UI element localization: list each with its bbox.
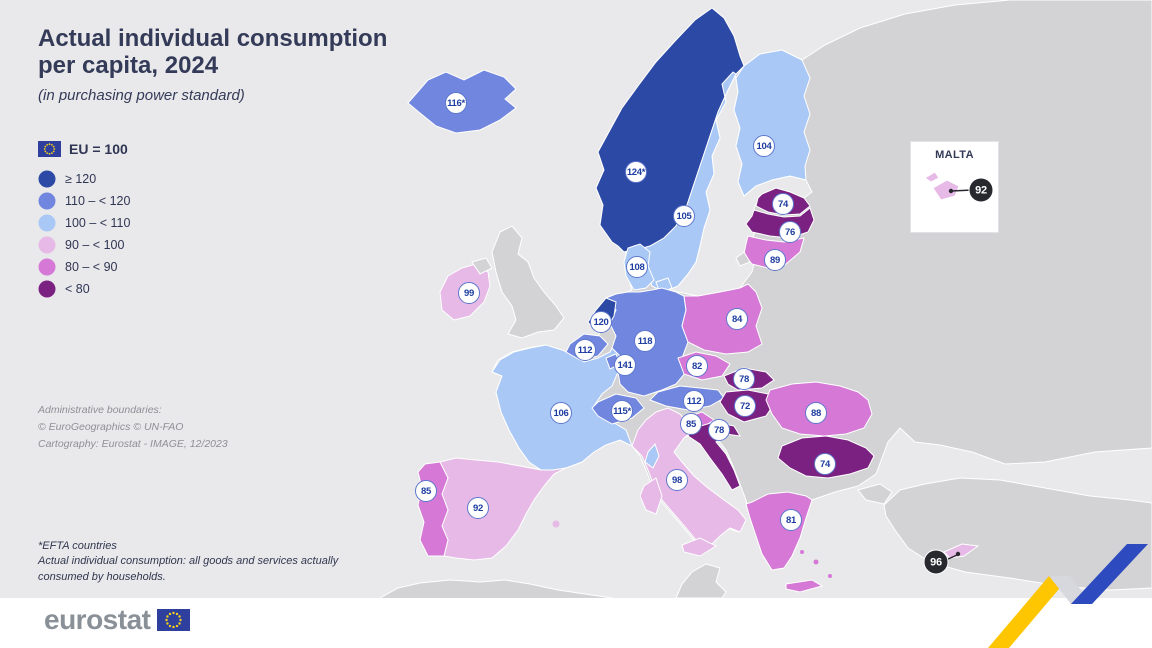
country-portugal [417, 461, 449, 557]
value-badge-finland: 104 [753, 135, 775, 157]
legend-item: 80 – < 90 [38, 256, 130, 278]
header: Actual individual consumption per capita… [38, 25, 398, 104]
malta-inset: MALTA 92 [911, 142, 998, 232]
legend-reference: EU = 100 [38, 141, 130, 157]
ribbon-blue-band [1071, 544, 1148, 604]
aegean-island [800, 550, 804, 554]
footnote-definition: Actual individual consumption: all goods… [38, 555, 339, 583]
value-badge-estonia: 74 [772, 193, 794, 215]
country-finland [733, 49, 811, 197]
inset-title: MALTA [935, 149, 974, 161]
ribbon-decoration [988, 544, 1148, 648]
value-badge-croatia: 78 [708, 419, 730, 441]
value-badge-sweden: 105 [673, 205, 695, 227]
value-badge-luxembourg: 141 [614, 354, 636, 376]
legend-item: 110 – < 120 [38, 190, 130, 212]
value-badge-portugal: 85 [415, 480, 437, 502]
value-badge-romania: 88 [805, 402, 827, 424]
island-balearics [552, 520, 560, 528]
island-sicily [681, 537, 718, 557]
footnotes: *EFTA countries Actual individual consum… [38, 539, 368, 585]
value-badge-lithuania: 89 [764, 249, 786, 271]
legend-swatch [38, 192, 56, 210]
value-badge-norway: 124* [625, 161, 647, 183]
legend-swatch [38, 214, 56, 232]
aegean-island [828, 574, 832, 578]
legend-swatch [38, 236, 56, 254]
map-legend: EU = 100 ≥ 120 110 – < 120 100 – < 110 9… [38, 141, 130, 300]
island-gozo [924, 171, 940, 183]
legend-swatch [38, 170, 56, 188]
island-corsica [644, 443, 660, 469]
source-notes: Administrative boundaries: © EuroGeograp… [38, 402, 228, 453]
legend-label: < 80 [65, 282, 90, 296]
region-kaliningrad [735, 251, 751, 267]
value-badge-slovenia: 85 [680, 413, 702, 435]
eu-flag-icon [38, 141, 61, 157]
legend-reference-label: EU = 100 [69, 141, 128, 157]
value-badge-bulgaria: 74 [814, 453, 836, 475]
island-cyprus [943, 543, 980, 559]
eurostat-logo: eurostat [44, 604, 191, 635]
value-badge-iceland: 116* [445, 92, 467, 114]
value-badge-slovakia: 78 [733, 368, 755, 390]
footer-band [0, 598, 1152, 648]
note-line: © EuroGeographics © UN-FAO [38, 421, 184, 433]
value-badge-latvia: 76 [779, 221, 801, 243]
ribbon-yellow-band [988, 576, 1070, 648]
note-line: Administrative boundaries: [38, 404, 162, 416]
cyprus-anchor-dot [955, 551, 961, 557]
value-badge-italy: 98 [666, 469, 688, 491]
page-subtitle: (in purchasing power standard) [38, 86, 245, 104]
legend-swatch [38, 280, 56, 298]
legend-label: 80 – < 90 [65, 260, 118, 274]
country-turkey [883, 477, 1152, 591]
legend-item: 100 – < 110 [38, 212, 130, 234]
value-badge-belgium: 112 [574, 339, 596, 361]
legend-label: 110 – < 120 [65, 194, 131, 208]
value-badge-hungary: 72 [734, 395, 756, 417]
eurostat-logo-text: eurostat [44, 604, 151, 635]
legend-item: < 80 [38, 278, 130, 300]
value-badge-spain: 92 [467, 497, 489, 519]
island-crete [785, 579, 824, 593]
value-badge-czechia: 82 [686, 355, 708, 377]
island-sardinia [639, 477, 663, 515]
eu-flag-icon [157, 609, 191, 631]
region-turkish-thrace [857, 483, 893, 505]
legend-item: 90 – < 100 [38, 234, 130, 256]
value-badge-switzerland: 115* [611, 400, 633, 422]
region-tunisia [675, 563, 727, 599]
island-malta [932, 179, 960, 201]
country-croatia [687, 421, 741, 491]
region-northern-ireland [471, 257, 493, 275]
value-badge-netherlands: 120 [590, 311, 612, 333]
legend-swatch [38, 258, 56, 276]
country-italy [631, 407, 747, 549]
value-badge-denmark: 108 [626, 256, 648, 278]
page-title: Actual individual consumption per capita… [38, 25, 388, 79]
value-badge-austria: 112 [683, 390, 705, 412]
value-badge-germany: 118 [634, 330, 656, 352]
value-badge-greece: 81 [780, 509, 802, 531]
value-badge-cyprus: 96 [923, 549, 949, 575]
legend-label: ≥ 120 [65, 172, 97, 186]
malta-anchor-dot [948, 188, 954, 194]
legend-label: 100 – < 110 [65, 216, 131, 230]
aegean-island [813, 559, 819, 565]
note-line: Cartography: Eurostat - IMAGE, 12/2023 [38, 438, 228, 450]
footnote-efta: *EFTA countries [38, 540, 117, 552]
legend-label: 90 – < 100 [65, 238, 125, 252]
value-badge-france: 106 [550, 402, 572, 424]
country-poland [681, 283, 763, 355]
country-united-kingdom [491, 225, 565, 339]
legend-item: ≥ 120 [38, 168, 130, 190]
value-badge-poland: 84 [726, 308, 748, 330]
value-badge-malta: 92 [968, 177, 994, 203]
value-badge-ireland: 99 [458, 282, 480, 304]
